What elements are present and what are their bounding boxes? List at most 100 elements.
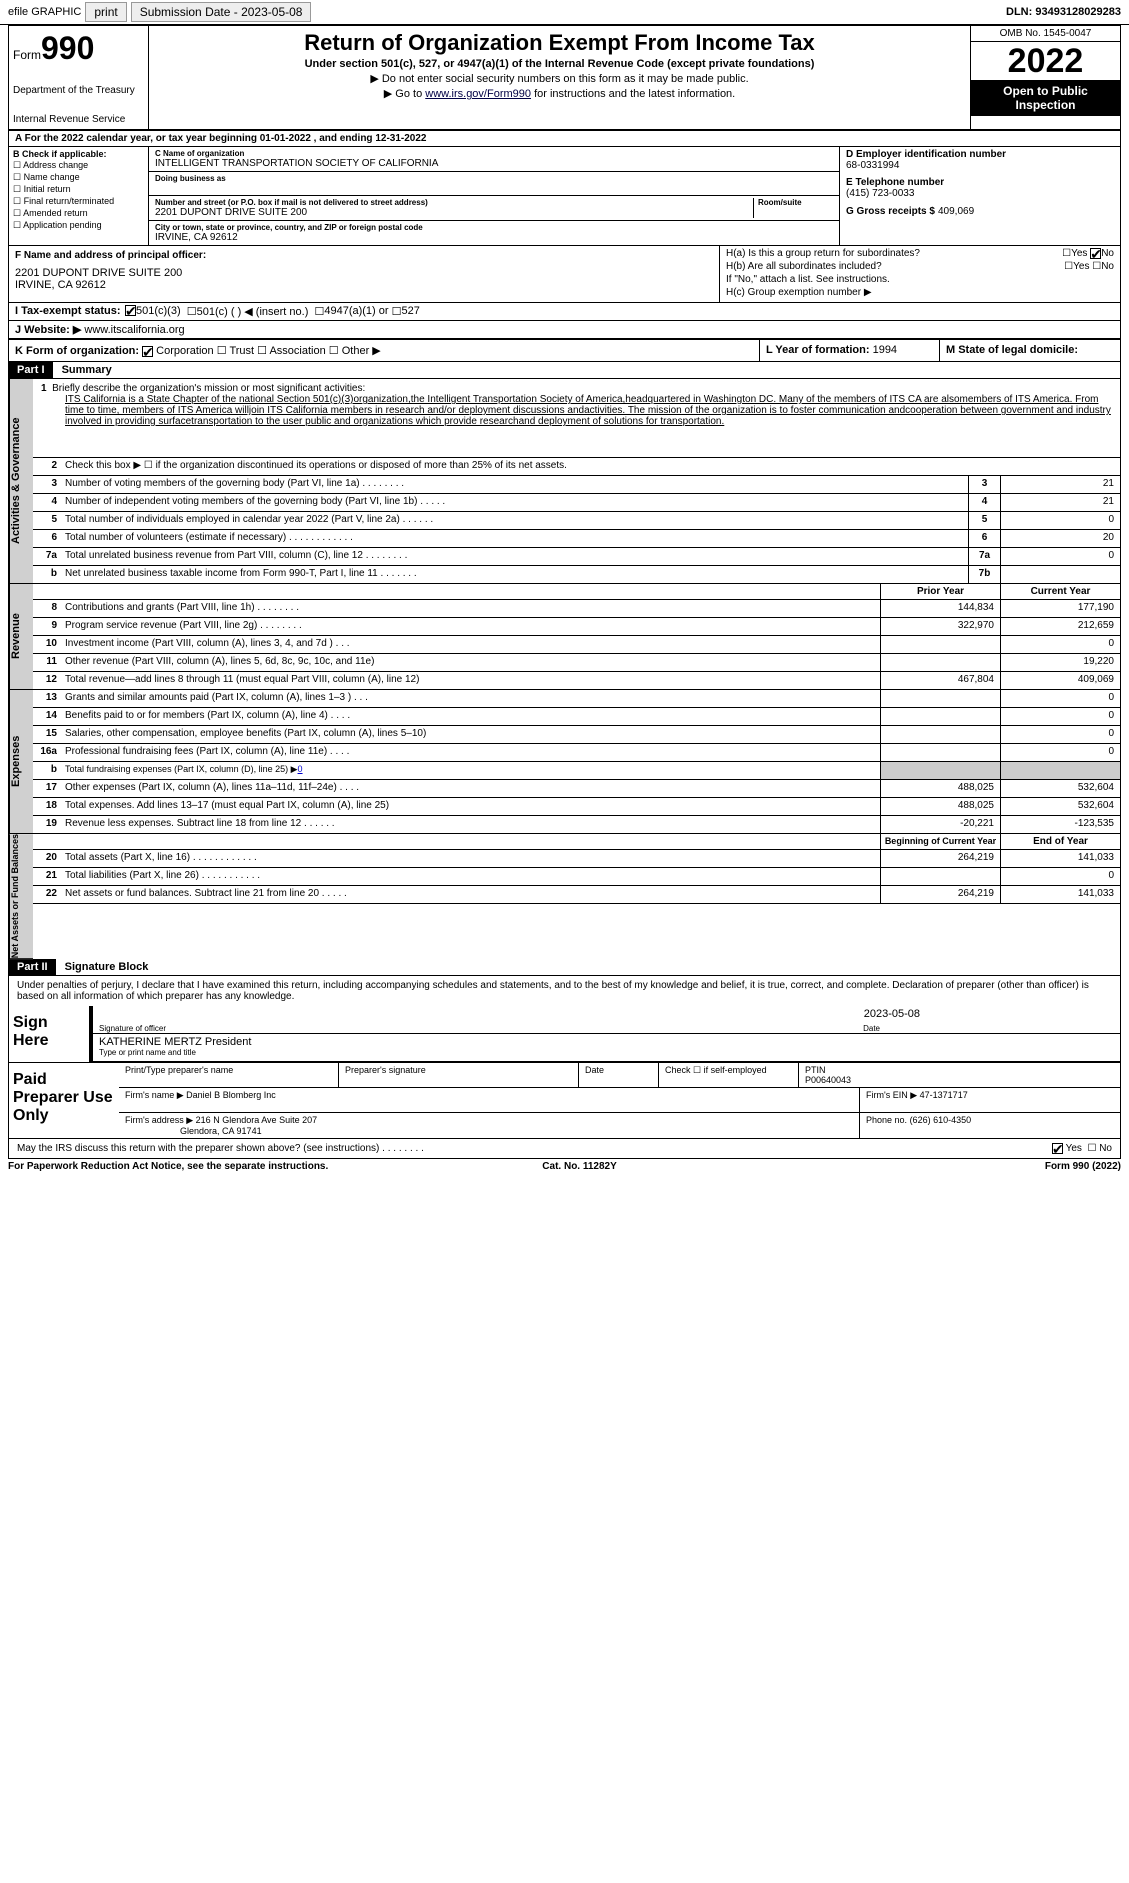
- m-label: M State of legal domicile:: [946, 344, 1078, 356]
- cb-label: Application pending: [23, 220, 102, 230]
- firm-ein-cell: Firm's EIN ▶ 47-1371717: [860, 1088, 1120, 1112]
- discuss-question: May the IRS discuss this return with the…: [17, 1143, 424, 1154]
- fundraising-link[interactable]: 0: [298, 764, 303, 774]
- cb-label: Name change: [24, 172, 80, 182]
- check-icon: [1090, 248, 1101, 259]
- hb-label: H(b) Are all subordinates included?: [726, 261, 882, 272]
- open-public-badge: Open to Public Inspection: [971, 80, 1120, 116]
- expenses-block: Expenses 13Grants and similar amounts pa…: [9, 690, 1120, 834]
- line-5: 5Total number of individuals employed in…: [33, 512, 1120, 530]
- col-d-e-g: D Employer identification number 68-0331…: [840, 147, 1120, 245]
- firm-addr1: 216 N Glendora Ave Suite 207: [196, 1115, 317, 1125]
- part1-title: Summary: [56, 362, 118, 378]
- line-4: 4Number of independent voting members of…: [33, 494, 1120, 512]
- line-text: Total expenses. Add lines 13–17 (must eq…: [61, 798, 880, 815]
- cb-app-pending: ☐ Application pending: [13, 220, 144, 231]
- tel-block: E Telephone number (415) 723-0033: [846, 177, 1114, 199]
- line-10: 10Investment income (Part VIII, column (…: [33, 636, 1120, 654]
- omb-number: OMB No. 1545-0047: [971, 26, 1120, 42]
- ein-block: D Employer identification number 68-0331…: [846, 149, 1114, 171]
- revenue-block: Revenue Prior Year Current Year 8Contrib…: [9, 584, 1120, 690]
- irs-link[interactable]: www.irs.gov/Form990: [425, 88, 531, 100]
- officer-addr1: 2201 DUPONT DRIVE SUITE 200: [15, 267, 713, 279]
- side-governance: Activities & Governance: [9, 379, 33, 584]
- k-assoc: Association: [269, 345, 325, 357]
- line-22: 22Net assets or fund balances. Subtract …: [33, 886, 1120, 904]
- curr-amount: 0: [1000, 690, 1120, 707]
- prior-amount: 322,970: [880, 618, 1000, 635]
- mission-label: Briefly describe the organization's miss…: [52, 383, 365, 394]
- cb-initial-return: ☐ Initial return: [13, 184, 144, 195]
- city-cell: City or town, state or province, country…: [149, 221, 839, 245]
- curr-amount: 19,220: [1000, 654, 1120, 671]
- pp-sig-label: Preparer's signature: [339, 1063, 579, 1087]
- curr-amount: 0: [1000, 744, 1120, 761]
- tax-status-label: I Tax-exempt status:: [15, 305, 125, 318]
- firm-addr2: Glendora, CA 91741: [180, 1126, 262, 1136]
- submission-date-button[interactable]: Submission Date - 2023-05-08: [131, 2, 312, 22]
- ptin-value: P00640043: [805, 1075, 851, 1085]
- row-i-tax-status: I Tax-exempt status: 501(c)(3) ☐ 501(c) …: [9, 303, 1120, 321]
- tel-value: (415) 723-0033: [846, 188, 1114, 199]
- prior-amount: 264,219: [880, 850, 1000, 867]
- prior-amount: [880, 762, 1000, 779]
- line-1-mission: 1 Briefly describe the organization's mi…: [33, 379, 1120, 458]
- yes-label: Yes: [1071, 248, 1087, 259]
- line-text: Other revenue (Part VIII, column (A), li…: [61, 654, 880, 671]
- curr-amount: -123,535: [1000, 816, 1120, 833]
- print-button[interactable]: print: [85, 2, 126, 22]
- curr-amount: 212,659: [1000, 618, 1120, 635]
- amount: [1000, 566, 1120, 583]
- line-text: Total number of volunteers (estimate if …: [61, 530, 968, 547]
- officer-name-line: KATHERINE MERTZ President Type or print …: [93, 1034, 1120, 1062]
- prior-amount: [880, 744, 1000, 761]
- part2-title: Signature Block: [59, 959, 155, 975]
- website-label: J Website: ▶: [15, 324, 81, 336]
- cat-number: Cat. No. 11282Y: [542, 1161, 616, 1172]
- l-value: 1994: [873, 344, 897, 356]
- col-b-checkboxes: B Check if applicable: ☐ Address change …: [9, 147, 149, 245]
- pp-check-self: Check ☐ if self-employed: [659, 1063, 799, 1087]
- officer-label: F Name and address of principal officer:: [15, 250, 713, 261]
- sig-date-value: 2023-05-08: [864, 1008, 920, 1020]
- side-expenses: Expenses: [9, 690, 33, 834]
- officer-type-label: Type or print name and title: [99, 1048, 1114, 1057]
- netassets-block: Net Assets or Fund Balances Beginning of…: [9, 834, 1120, 959]
- ptin-cell: PTIN P00640043: [799, 1063, 1120, 1087]
- line-text: Net unrelated business taxable income fr…: [61, 566, 968, 583]
- prior-amount: [880, 708, 1000, 725]
- discuss-row: May the IRS discuss this return with the…: [9, 1138, 1120, 1158]
- website-value: www.itscalifornia.org: [84, 324, 184, 336]
- line-21: 21Total liabilities (Part X, line 26) . …: [33, 868, 1120, 886]
- header-left: Form990 Department of the Treasury Inter…: [9, 26, 149, 129]
- firm-name-label: Firm's name ▶: [125, 1090, 184, 1100]
- line-text: Total unrelated business revenue from Pa…: [61, 548, 968, 565]
- sig-date-label: Date: [863, 1024, 880, 1033]
- org-name-cell: C Name of organization INTELLIGENT TRANS…: [149, 147, 839, 172]
- no-label: No: [1101, 248, 1114, 259]
- firm-addr-cell: Firm's address ▶ 216 N Glendora Ave Suit…: [119, 1113, 860, 1138]
- pp-date-label: Date: [579, 1063, 659, 1087]
- amount: 21: [1000, 476, 1120, 493]
- col-h-group: H(a) Is this a group return for subordin…: [720, 246, 1120, 302]
- check-icon: [1052, 1143, 1063, 1154]
- yes-label: Yes: [1066, 1143, 1082, 1154]
- form-number: 990: [41, 30, 94, 66]
- tax-year: 2022: [971, 42, 1120, 80]
- line-3: 3Number of voting members of the governi…: [33, 476, 1120, 494]
- governance-block: Activities & Governance 1 Briefly descri…: [9, 379, 1120, 584]
- addr-value: 2201 DUPONT DRIVE SUITE 200: [155, 207, 753, 218]
- addr-label: Number and street (or P.O. box if mail i…: [155, 198, 753, 207]
- efile-label: efile GRAPHIC: [8, 6, 81, 18]
- principal-officer: F Name and address of principal officer:…: [9, 246, 720, 302]
- amount: 0: [1000, 512, 1120, 529]
- sign-here-label: Sign Here: [9, 1006, 89, 1062]
- city-value: IRVINE, CA 92612: [155, 232, 833, 243]
- sign-here-block: Sign Here 2023-05-08 Signature of office…: [9, 1006, 1120, 1062]
- line-text: Total number of individuals employed in …: [61, 512, 968, 529]
- hb-note: If "No," attach a list. See instructions…: [726, 274, 1114, 285]
- pp-name-label: Print/Type preparer's name: [119, 1063, 339, 1087]
- prior-amount: 264,219: [880, 886, 1000, 903]
- prior-amount: 488,025: [880, 798, 1000, 815]
- signature-line: 2023-05-08 Signature of officer Date: [93, 1006, 1120, 1034]
